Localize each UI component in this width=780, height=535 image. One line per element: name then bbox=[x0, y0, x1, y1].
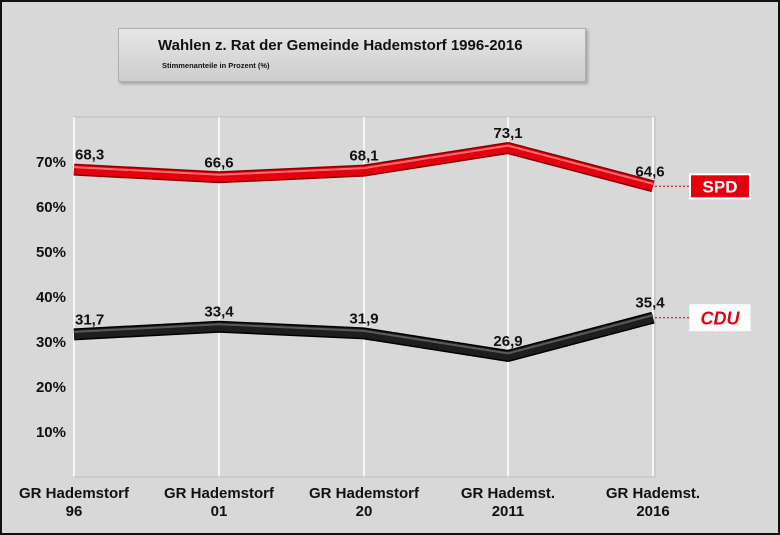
cdu-data-label: 31,7 bbox=[75, 311, 104, 328]
x-category-label: GR Hademstorf 01 bbox=[164, 485, 275, 520]
spd-logo-text: SPD bbox=[703, 177, 738, 196]
spd-logo-box bbox=[689, 173, 751, 200]
x-category-label: GR Hademstorf 20 bbox=[309, 485, 420, 520]
cdu-data-label: 35,4 bbox=[635, 295, 665, 312]
x-category-label: GR Hademst. 2016 bbox=[606, 485, 700, 520]
chart-subtitle: Stimmenanteile in Prozent (%) bbox=[162, 61, 270, 70]
spd-data-label: 68,1 bbox=[349, 148, 378, 165]
cdu-line-highlight bbox=[73, 314, 654, 355]
cdu-data-label: 26,9 bbox=[493, 333, 522, 350]
title-box: Wahlen z. Rat der Gemeinde Hademstorf 19… bbox=[118, 28, 586, 82]
spd-data-label: 68,3 bbox=[75, 147, 104, 164]
y-tick-label: 60% bbox=[36, 199, 66, 216]
y-tick-label: 40% bbox=[36, 289, 66, 306]
chart-title: Wahlen z. Rat der Gemeinde Hademstorf 19… bbox=[158, 37, 523, 54]
cdu-data-label: 31,9 bbox=[349, 310, 378, 327]
x-category-label: GR Hademstorf 96 bbox=[19, 485, 130, 520]
cdu-line bbox=[73, 313, 655, 361]
x-category-label: GR Hademst. 2011 bbox=[461, 485, 555, 520]
y-tick-label: 20% bbox=[36, 379, 66, 396]
cdu-data-label: 33,4 bbox=[204, 304, 234, 321]
spd-data-label: 73,1 bbox=[493, 125, 522, 142]
cdu-logo-box bbox=[689, 304, 751, 332]
y-tick-label: 50% bbox=[36, 244, 66, 261]
spd-data-label: 64,6 bbox=[635, 163, 664, 180]
y-tick-label: 10% bbox=[36, 424, 66, 441]
cdu-logo-text: CDU bbox=[701, 309, 741, 329]
spd-data-label: 66,6 bbox=[204, 154, 233, 171]
y-tick-label: 70% bbox=[36, 154, 66, 171]
spd-line bbox=[73, 143, 655, 191]
spd-line-highlight bbox=[73, 144, 654, 185]
y-tick-label: 30% bbox=[36, 334, 66, 351]
